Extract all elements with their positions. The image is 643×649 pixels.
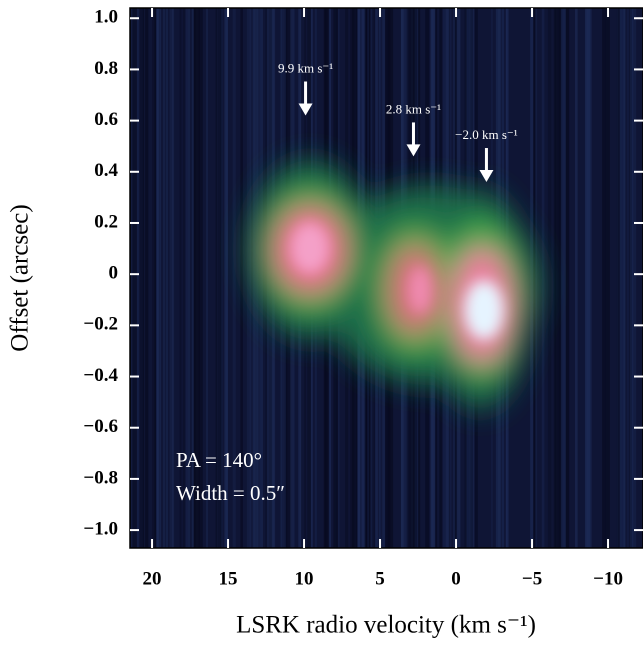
noise-streak — [623, 8, 627, 548]
noise-streak — [195, 8, 200, 548]
emission-core-blob — [290, 222, 330, 274]
y-tick-label: 0.4 — [94, 160, 118, 181]
noise-streak — [246, 8, 252, 548]
y-tick-label: −0.2 — [83, 314, 118, 335]
x-tick-label: 10 — [295, 568, 314, 589]
noise-streak — [156, 8, 159, 548]
noise-streak — [162, 8, 166, 548]
noise-streak — [632, 8, 634, 548]
noise-streak — [191, 8, 194, 548]
inset-text: Width = 0.5″ — [176, 481, 285, 505]
noise-streak — [224, 8, 228, 548]
noise-streak — [139, 8, 143, 548]
noise-streak — [605, 8, 610, 548]
noise-streak — [159, 8, 162, 548]
noise-streak — [617, 8, 619, 548]
noise-streak — [194, 8, 199, 548]
noise-streak — [217, 8, 222, 548]
noise-streak — [136, 8, 139, 548]
noise-streak — [182, 8, 186, 548]
emission-core-blob — [408, 266, 432, 314]
noise-streak — [166, 8, 168, 548]
noise-streak — [232, 8, 236, 548]
plot-area — [130, 8, 643, 548]
noise-streak — [631, 8, 637, 548]
noise-streak — [625, 8, 630, 548]
noise-streak — [171, 8, 174, 548]
y-tick-label: 0.6 — [94, 109, 118, 130]
noise-streak — [206, 8, 208, 548]
x-tick-label: 15 — [219, 568, 238, 589]
noise-streak — [142, 8, 145, 548]
noise-streak — [187, 8, 191, 548]
y-tick-label: 0.2 — [94, 211, 118, 232]
noise-streak — [145, 8, 149, 548]
noise-streak — [184, 8, 188, 548]
noise-streak — [561, 8, 566, 548]
annotation-label: 2.8 km s⁻¹ — [386, 101, 441, 116]
y-axis-title: Offset (arcsec) — [7, 204, 34, 351]
arrow-head — [479, 170, 494, 183]
noise-streak — [130, 8, 134, 548]
noise-streak — [626, 8, 632, 548]
x-tick-label: 5 — [375, 568, 385, 589]
y-tick-label: 1.0 — [94, 7, 118, 28]
noise-streak — [169, 8, 175, 548]
noise-streak — [553, 8, 558, 548]
noise-streak — [555, 8, 561, 548]
noise-streak — [216, 8, 218, 548]
noise-streak — [602, 8, 606, 548]
noise-streak — [622, 8, 626, 548]
noise-streak — [198, 8, 203, 548]
y-tick-label: −0.4 — [83, 365, 118, 386]
noise-streak — [616, 8, 620, 548]
annotation-label: 9.9 km s⁻¹ — [278, 60, 333, 75]
noise-streak — [240, 8, 243, 548]
noise-streak — [565, 8, 570, 548]
noise-streak — [541, 8, 545, 548]
arrow-head — [298, 103, 313, 116]
noise-streak — [198, 8, 200, 548]
y-tick-label: −0.6 — [83, 416, 118, 437]
x-tick-label: 0 — [451, 568, 461, 589]
noise-streak — [547, 8, 552, 548]
noise-streak — [585, 8, 589, 548]
noise-streak — [628, 8, 631, 548]
x-axis-title: LSRK radio velocity (km s⁻¹) — [236, 612, 536, 639]
noise-streak — [575, 8, 578, 548]
emission-core-blob — [464, 280, 504, 340]
noise-streak — [131, 8, 137, 548]
y-tick-label: 0.8 — [94, 58, 118, 79]
plot-frame — [129, 7, 643, 549]
noise-streak — [620, 8, 623, 548]
y-tick-label: −1.0 — [83, 518, 118, 539]
noise-streak — [586, 8, 591, 548]
inset-text: PA = 140° — [176, 448, 262, 472]
x-tick-label: −5 — [522, 568, 542, 589]
x-tick-label: −10 — [593, 568, 623, 589]
noise-streak — [152, 8, 157, 548]
y-tick-label: −0.8 — [83, 467, 118, 488]
x-tick-label: 20 — [143, 568, 162, 589]
arrow-head — [406, 144, 421, 157]
noise-streak — [179, 8, 182, 548]
noise-streak — [558, 8, 563, 548]
annotation-label: −2.0 km s⁻¹ — [455, 127, 518, 142]
emission-core — [290, 222, 504, 340]
noise-streak — [215, 8, 217, 548]
y-tick-label: 0 — [109, 263, 119, 284]
noise-streak — [154, 8, 158, 548]
